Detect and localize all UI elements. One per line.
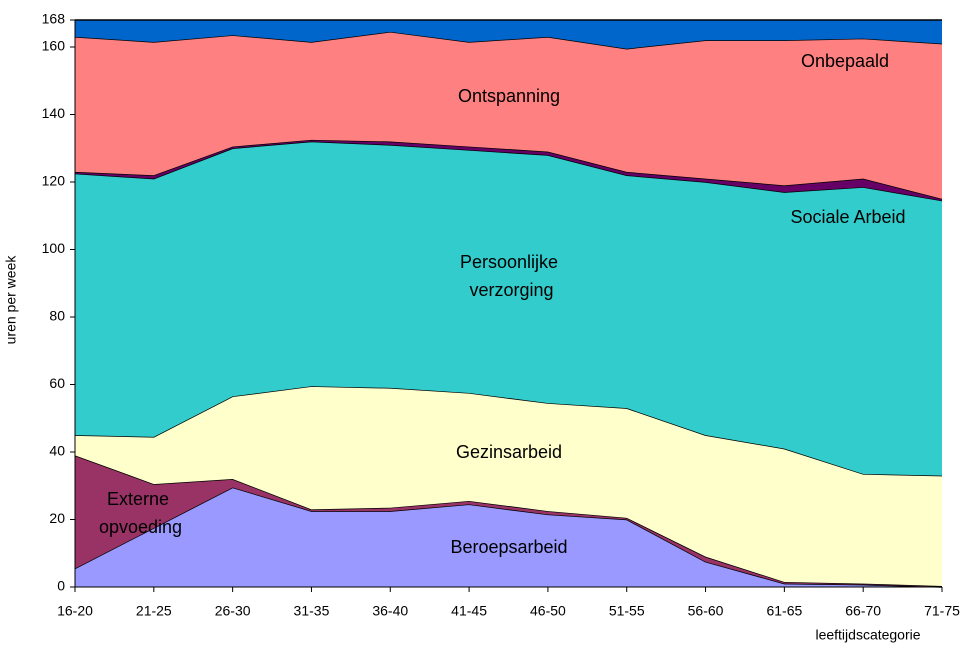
y-tick-label: 120 [42, 173, 66, 189]
x-tick-label: 21-25 [136, 603, 172, 619]
area [75, 141, 942, 476]
x-tick-label: 31-35 [294, 603, 330, 619]
x-tick-label: 41-45 [451, 603, 487, 619]
area [75, 139, 942, 201]
x-tick-label: 66-70 [845, 603, 881, 619]
series-label: Onbepaald [801, 51, 889, 71]
y-tick-label: 80 [49, 308, 65, 324]
x-tick-label: 16-20 [57, 603, 93, 619]
x-tick-label: 26-30 [215, 603, 251, 619]
series-label: Ontspanning [458, 86, 560, 106]
x-axis-label: leeftijdscategorie [815, 627, 920, 643]
x-tick-label: 46-50 [530, 603, 566, 619]
x-tick-label: 61-65 [766, 603, 802, 619]
x-tick-label: 36-40 [372, 603, 408, 619]
area [75, 487, 942, 587]
y-tick-label: 40 [49, 443, 65, 459]
y-axis-label: uren per week [3, 255, 19, 345]
series-label: Beroepsarbeid [450, 537, 567, 557]
area [75, 20, 942, 49]
y-tick-label: 0 [57, 578, 65, 594]
area [75, 31, 942, 199]
area [75, 386, 942, 586]
y-tick-label: 100 [42, 240, 66, 256]
x-tick-label: 56-60 [688, 603, 724, 619]
y-tick-label: 60 [49, 375, 65, 391]
series-label: Sociale Arbeid [790, 207, 905, 227]
x-tick-label: 71-75 [924, 603, 960, 619]
y-tick-label: 168 [42, 11, 66, 27]
y-tick-label: 140 [42, 105, 66, 121]
y-tick-label: 160 [42, 38, 66, 54]
series-label: Gezinsarbeid [456, 442, 562, 462]
x-tick-label: 51-55 [609, 603, 645, 619]
series-label: Persoonlijke verzorging [460, 252, 558, 300]
series-label: Externe opvoeding [94, 489, 182, 537]
y-tick-label: 20 [49, 510, 65, 526]
